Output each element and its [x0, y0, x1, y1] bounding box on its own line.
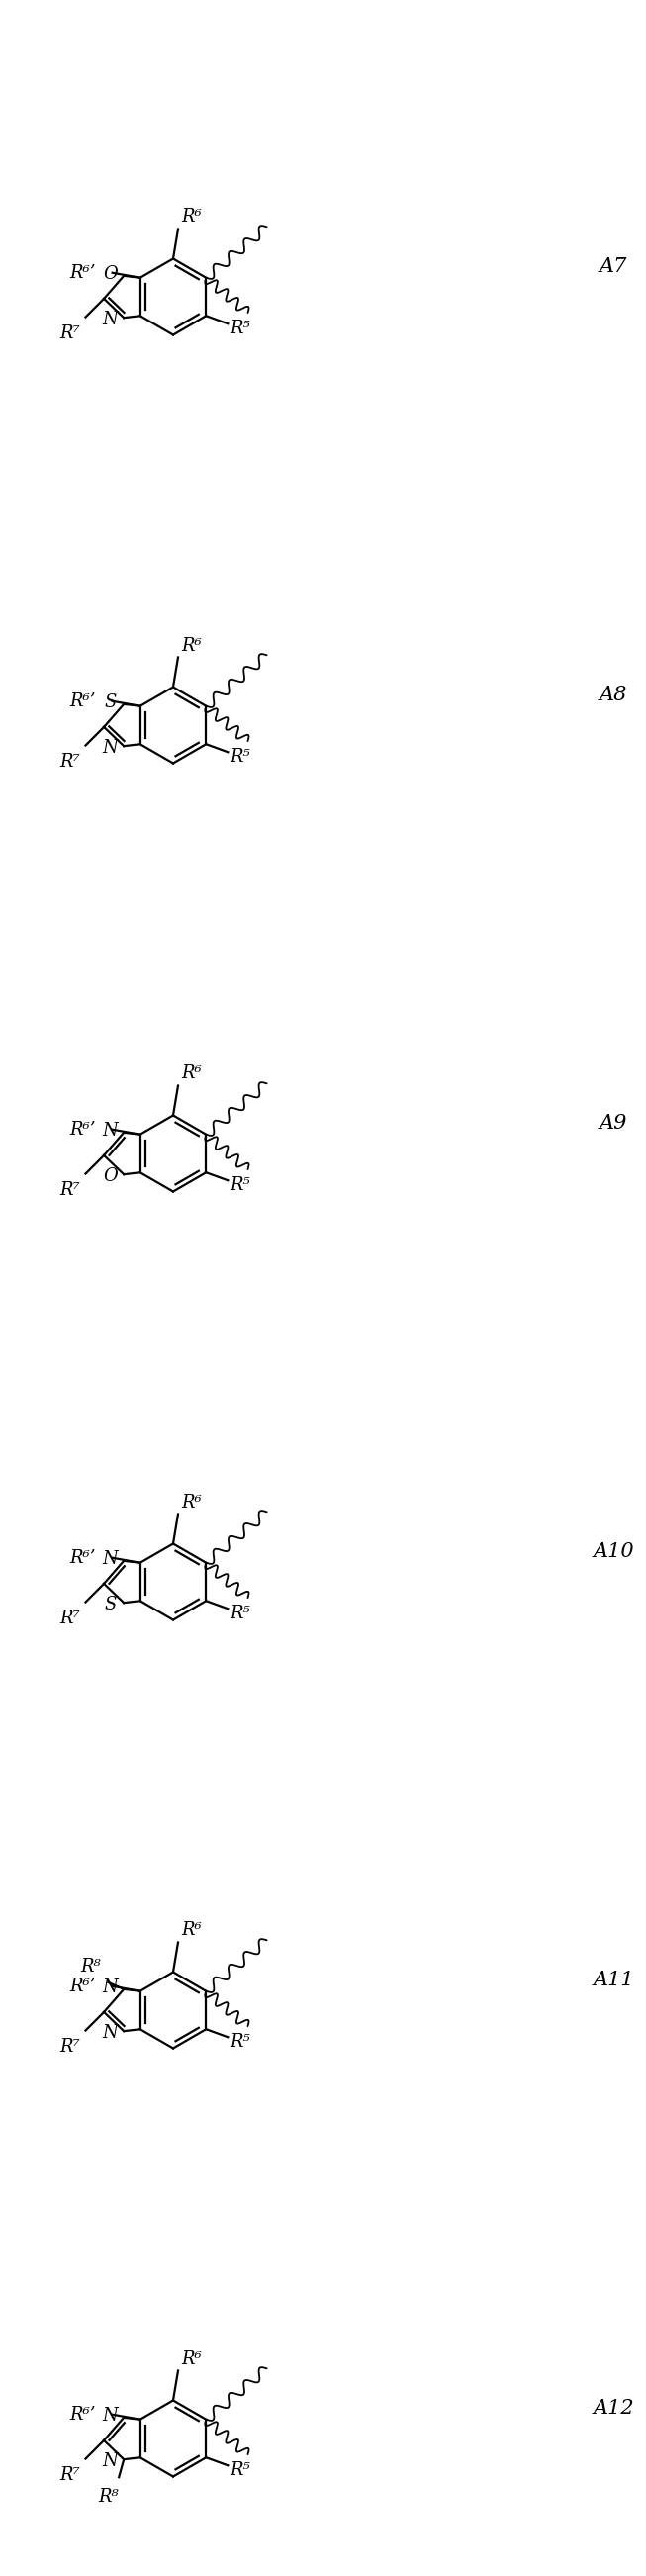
Text: R⁶: R⁶ — [181, 636, 202, 654]
Text: R⁸: R⁸ — [98, 2488, 118, 2506]
Text: R⁶: R⁶ — [181, 2349, 202, 2367]
Text: A11: A11 — [593, 1971, 634, 1989]
Text: R⁶: R⁶ — [181, 1494, 202, 1512]
Text: R⁵: R⁵ — [229, 2032, 250, 2050]
Text: R⁵: R⁵ — [229, 2463, 250, 2478]
Text: N: N — [102, 2452, 118, 2470]
Text: N: N — [102, 312, 118, 330]
Text: R⁷: R⁷ — [59, 2038, 80, 2056]
Text: O: O — [103, 1167, 118, 1185]
Text: R⁵: R⁵ — [229, 1605, 250, 1623]
Text: N: N — [102, 1121, 118, 1139]
Text: R⁷: R⁷ — [59, 1180, 80, 1198]
Text: A10: A10 — [593, 1543, 634, 1561]
Text: N: N — [102, 1551, 118, 1569]
Text: A9: A9 — [599, 1113, 627, 1133]
Text: R⁵: R⁵ — [229, 747, 250, 765]
Text: R⁶: R⁶ — [181, 1064, 202, 1082]
Text: S: S — [104, 1595, 116, 1613]
Text: R⁶’: R⁶’ — [70, 693, 96, 711]
Text: R⁶’: R⁶’ — [70, 1978, 96, 1994]
Text: S: S — [104, 693, 116, 711]
Text: A8: A8 — [599, 685, 627, 703]
Text: R⁶’: R⁶’ — [70, 1121, 96, 1139]
Text: R⁸: R⁸ — [80, 1958, 101, 1976]
Text: A7: A7 — [599, 258, 627, 276]
Text: R⁷: R⁷ — [59, 752, 80, 770]
Text: A12: A12 — [593, 2398, 634, 2416]
Text: R⁶: R⁶ — [181, 1922, 202, 1940]
Text: R⁶: R⁶ — [181, 209, 202, 227]
Text: N: N — [102, 2025, 118, 2043]
Text: O: O — [103, 265, 118, 283]
Text: R⁷: R⁷ — [59, 325, 80, 343]
Text: N: N — [102, 1978, 118, 1996]
Text: R⁵: R⁵ — [229, 319, 250, 337]
Text: N: N — [102, 739, 118, 757]
Text: R⁶’: R⁶’ — [70, 2406, 96, 2424]
Text: R⁶’: R⁶’ — [70, 263, 96, 281]
Text: N: N — [102, 2406, 118, 2424]
Text: R⁵: R⁵ — [229, 1177, 250, 1195]
Text: R⁷: R⁷ — [59, 2465, 80, 2483]
Text: R⁷: R⁷ — [59, 1610, 80, 1628]
Text: R⁶’: R⁶’ — [70, 1548, 96, 1566]
